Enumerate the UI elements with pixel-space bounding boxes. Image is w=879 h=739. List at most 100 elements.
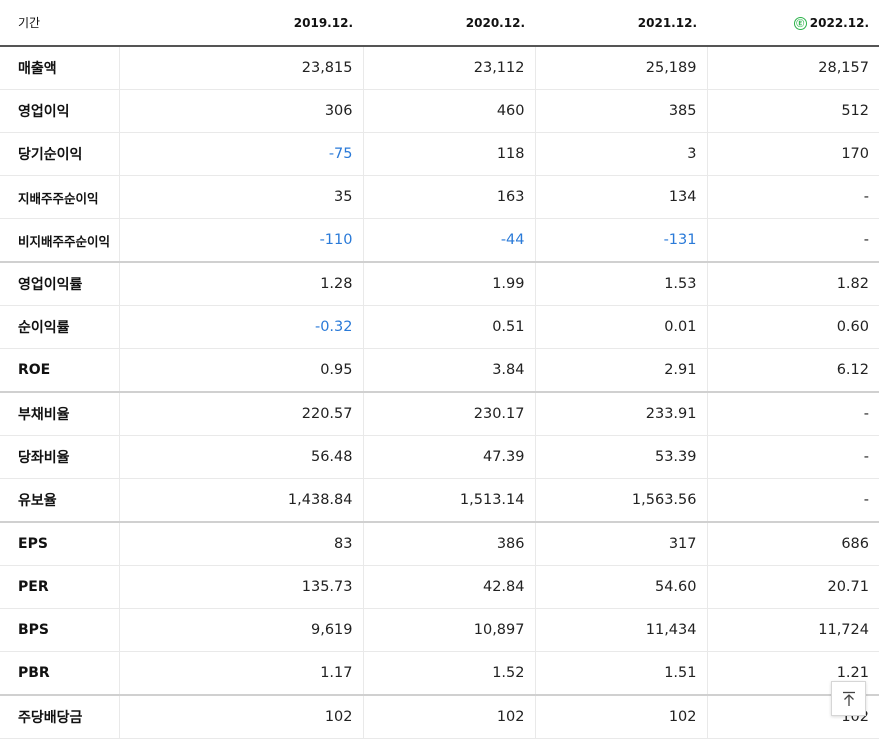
scroll-to-top-button[interactable] — [831, 681, 866, 716]
table-cell: 56.48 — [118, 435, 363, 479]
row-label: 당기순이익 — [0, 132, 120, 176]
table-cell: -0.32 — [118, 305, 363, 349]
table-cell: 386 — [362, 522, 535, 566]
table-cell: 686 — [706, 522, 879, 566]
table-cell: - — [706, 392, 879, 436]
row-label: 매출액 — [0, 46, 120, 90]
row-label: 유보율 — [0, 478, 120, 523]
table-cell: 0.51 — [362, 305, 535, 349]
column-header: 2019.12. — [119, 0, 363, 47]
table-row: ROE 0.95 3.84 2.91 6.12 — [0, 348, 879, 393]
row-label: 지배주주순이익 — [0, 175, 120, 219]
row-label: 영업이익률 — [0, 262, 120, 306]
table-cell: - — [706, 478, 879, 523]
table-cell: 28,157 — [706, 46, 879, 90]
table-row: 영업이익률 1.28 1.99 1.53 1.82 — [0, 262, 879, 306]
column-header: 2020.12. — [363, 0, 535, 47]
table-cell: 163 — [362, 175, 535, 219]
table-cell: 135.73 — [118, 565, 363, 609]
table-cell: - — [706, 175, 879, 219]
table-cell: - — [706, 435, 879, 479]
table-cell: 1.17 — [118, 651, 363, 696]
table-cell: 1,563.56 — [534, 478, 707, 523]
table-cell: -131 — [534, 218, 707, 263]
table-cell: -75 — [118, 132, 363, 176]
row-label: 영업이익 — [0, 89, 120, 133]
table-cell: 118 — [362, 132, 535, 176]
table-row: 매출액 23,815 23,112 25,189 28,157 — [0, 46, 879, 90]
table-cell: 220.57 — [118, 392, 363, 436]
estimate-icon: Ⓔ — [793, 16, 807, 30]
table-row: 당좌비율 56.48 47.39 53.39- — [0, 435, 879, 479]
table-cell: 512 — [706, 89, 879, 133]
table-cell: - — [706, 218, 879, 263]
table-cell: 23,815 — [118, 46, 363, 90]
row-label: 부채비율 — [0, 392, 120, 436]
table-cell: 1.82 — [706, 262, 879, 306]
row-label: 주당배당금 — [0, 695, 120, 739]
table-row: 당기순이익 -75 118 3 170 — [0, 132, 879, 176]
table-cell: 230.17 — [362, 392, 535, 436]
table-cell: 11,434 — [534, 608, 707, 652]
table-row: 순이익률 -0.32 0.51 0.01 0.60 — [0, 305, 879, 349]
table-cell: 1.99 — [362, 262, 535, 306]
table-cell: 0.95 — [118, 348, 363, 393]
row-label: 당좌비율 — [0, 435, 120, 479]
table-cell: 42.84 — [362, 565, 535, 609]
table-cell: 0.01 — [534, 305, 707, 349]
arrow-up-to-top-icon — [842, 691, 855, 706]
table-row: BPS 9,619 10,897 11,434 11,724 — [0, 608, 879, 652]
table-cell: 20.71 — [706, 565, 879, 609]
table-row: 비지배주주순이익 -110 -44 -131- — [0, 218, 879, 263]
table-cell: 134 — [534, 175, 707, 219]
table-cell: 3 — [534, 132, 707, 176]
table-cell: 0.60 — [706, 305, 879, 349]
table-cell: 11,724 — [706, 608, 879, 652]
table-row: PBR 1.17 1.52 1.51 1.21 — [0, 651, 879, 696]
table-cell: 47.39 — [362, 435, 535, 479]
table-header-row: 기간 2019.12. 2020.12. 2021.12. Ⓔ 2022.12. — [0, 0, 879, 47]
table-cell: 1.53 — [534, 262, 707, 306]
table-row: 주당배당금 102 102 102 102 — [0, 695, 879, 739]
table-row: EPS 83 386 317 686 — [0, 522, 879, 566]
table-cell: 35 — [118, 175, 363, 219]
table-cell: 317 — [534, 522, 707, 566]
table-cell: 54.60 — [534, 565, 707, 609]
table-row: 지배주주순이익 35 163 134- — [0, 175, 879, 219]
table-cell: 3.84 — [362, 348, 535, 393]
table-row: 영업이익 306 460 385 512 — [0, 89, 879, 133]
row-label: EPS — [0, 522, 120, 566]
period-header: 기간 — [0, 0, 119, 47]
row-label: PBR — [0, 651, 120, 696]
table-row: 유보율 1,438.84 1,513.14 1,563.56- — [0, 478, 879, 523]
column-header: 2021.12. — [535, 0, 707, 47]
table-cell: 25,189 — [534, 46, 707, 90]
table-cell: 102 — [118, 695, 363, 739]
table-row: 부채비율 220.57 230.17 233.91- — [0, 392, 879, 436]
table-cell: 102 — [362, 695, 535, 739]
table-cell: 385 — [534, 89, 707, 133]
table-cell: 23,112 — [362, 46, 535, 90]
table-cell: 83 — [118, 522, 363, 566]
row-label: ROE — [0, 348, 120, 393]
table-cell: 2.91 — [534, 348, 707, 393]
table-cell: 102 — [534, 695, 707, 739]
table-cell: 233.91 — [534, 392, 707, 436]
table-cell: 1.28 — [118, 262, 363, 306]
table-cell: -44 — [362, 218, 535, 263]
column-header-label: 2022.12. — [809, 15, 869, 30]
table-cell: 1.51 — [534, 651, 707, 696]
table-cell: -110 — [118, 218, 363, 263]
table-cell: 10,897 — [362, 608, 535, 652]
table-cell: 460 — [362, 89, 535, 133]
table-row: PER 135.73 42.84 54.60 20.71 — [0, 565, 879, 609]
row-label: 순이익률 — [0, 305, 120, 349]
column-header-estimate: Ⓔ 2022.12. — [707, 0, 879, 47]
row-label: BPS — [0, 608, 120, 652]
row-label: 비지배주주순이익 — [0, 218, 120, 263]
table-cell: 53.39 — [534, 435, 707, 479]
table-cell: 1,438.84 — [118, 478, 363, 523]
table-cell: 306 — [118, 89, 363, 133]
table-cell: 170 — [706, 132, 879, 176]
table-cell: 9,619 — [118, 608, 363, 652]
